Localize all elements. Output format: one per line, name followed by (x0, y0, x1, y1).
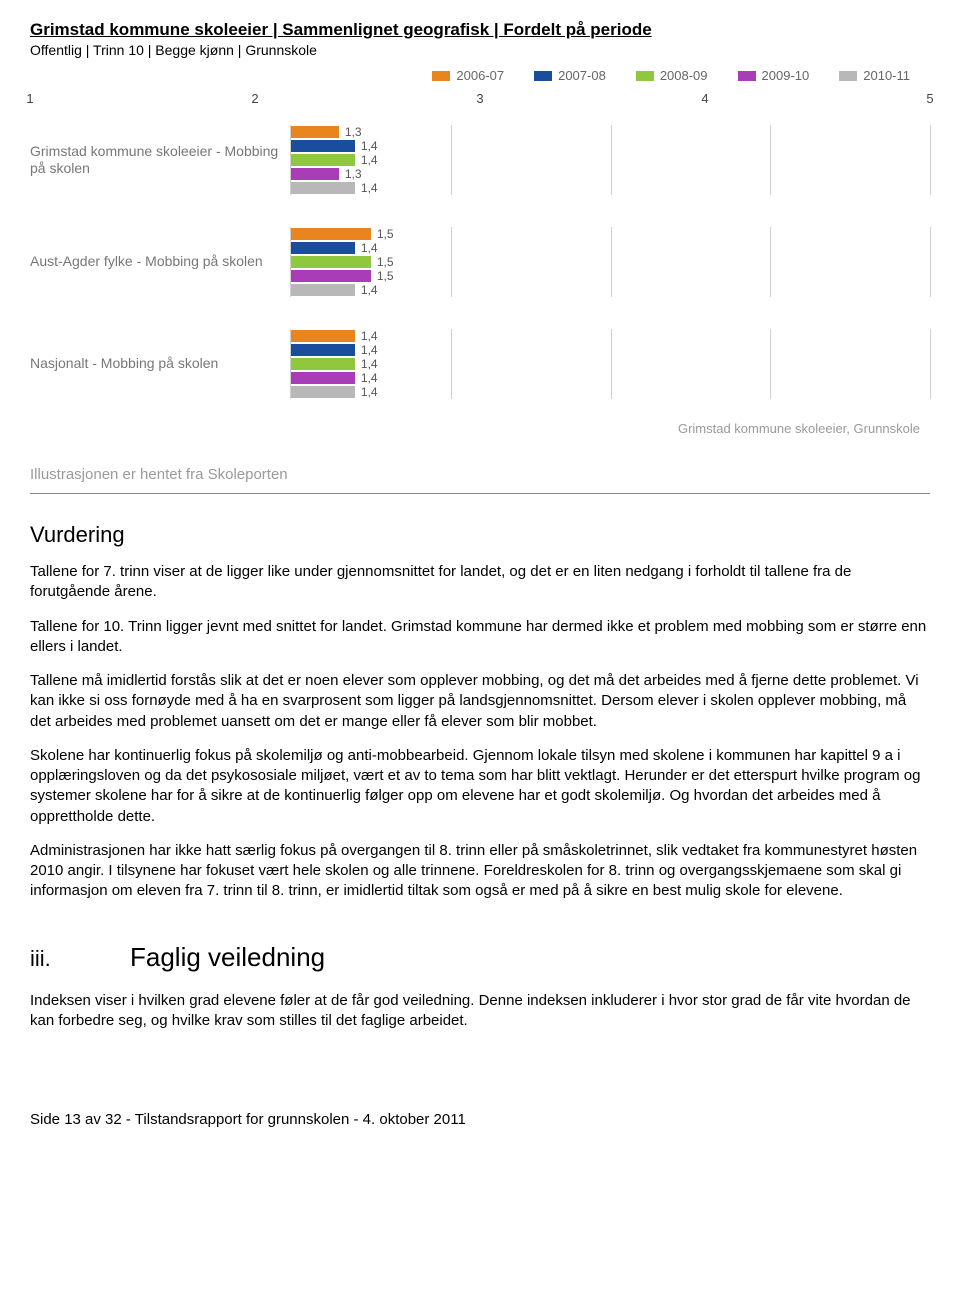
chart-bar (291, 358, 355, 370)
chart-footer: Grimstad kommune skoleeier, Grunnskole (30, 421, 930, 436)
chart-bar (291, 386, 355, 398)
legend-item: 2008-09 (636, 68, 708, 83)
chart-bar-value: 1,4 (361, 343, 378, 357)
chart-bar (291, 182, 355, 194)
chart-row-label: Grimstad kommune skoleeier - Mobbing på … (30, 143, 290, 178)
legend-swatch (839, 71, 857, 81)
chart-bar (291, 344, 355, 356)
chart-bar-value: 1,4 (361, 241, 378, 255)
chart-bar-value: 1,3 (345, 125, 362, 139)
axis-tick: 3 (476, 91, 483, 106)
chart-bar (291, 140, 355, 152)
chart-row-group: Nasjonalt - Mobbing på skolen1,41,41,41,… (30, 313, 930, 415)
vurdering-p2: Tallene for 10. Trinn ligger jevnt med s… (30, 617, 930, 658)
vurdering-p4: Skolene har kontinuerlig fokus på skolem… (30, 746, 930, 827)
chart-row-bars: 1,51,41,51,51,4 (290, 227, 930, 297)
vurdering-p1: Tallene for 7. trinn viser at de ligger … (30, 562, 930, 603)
chart-bar (291, 270, 371, 282)
chart-row-bars: 1,41,41,41,41,4 (290, 329, 930, 399)
legend-item: 2006-07 (432, 68, 504, 83)
chart-row-group: Aust-Agder fylke - Mobbing på skolen1,51… (30, 211, 930, 313)
chart-bar-value: 1,4 (361, 329, 378, 343)
chart-bar-value: 1,4 (361, 283, 378, 297)
chart-bar-value: 1,4 (361, 139, 378, 153)
vurdering-heading: Vurdering (30, 522, 930, 548)
legend-swatch (432, 71, 450, 81)
chart-row-label: Aust-Agder fylke - Mobbing på skolen (30, 253, 290, 271)
vurdering-p3: Tallene må imidlertid forstås slik at de… (30, 671, 930, 732)
legend-label: 2007-08 (558, 68, 606, 83)
legend-label: 2010-11 (863, 68, 910, 83)
legend-swatch (738, 71, 756, 81)
axis-tick: 4 (701, 91, 708, 106)
chart-container: 2006-072007-082008-092009-102010-11 1234… (30, 68, 930, 436)
chart-bar-value: 1,3 (345, 167, 362, 181)
section-roman: iii. (30, 946, 70, 972)
legend-label: 2009-10 (762, 68, 810, 83)
legend-swatch (534, 71, 552, 81)
chart-bar (291, 228, 371, 240)
chart-bar (291, 126, 339, 138)
page-footer: Side 13 av 32 - Tilstandsrapport for gru… (30, 1111, 930, 1128)
chart-bar-value: 1,4 (361, 153, 378, 167)
chart-bar (291, 242, 355, 254)
axis-tick: 2 (251, 91, 258, 106)
chart-legend: 2006-07 2007-08 2008-09 2009-10 2010-11 (30, 68, 930, 83)
separator (30, 493, 930, 494)
chart-bar (291, 168, 339, 180)
axis-tick: 1 (26, 91, 33, 106)
chart-bar-value: 1,4 (361, 181, 378, 195)
chart-bar (291, 284, 355, 296)
page-title: Grimstad kommune skoleeier | Sammenligne… (30, 20, 930, 40)
chart-bar-value: 1,5 (377, 269, 394, 283)
legend-item: 2010-11 (839, 68, 910, 83)
section-3-header: iii. Faglig veiledning (30, 942, 930, 973)
chart-row-bars: 1,31,41,41,31,4 (290, 125, 930, 195)
chart-bar-value: 1,4 (361, 371, 378, 385)
chart-bar (291, 256, 371, 268)
section-title: Faglig veiledning (130, 942, 325, 973)
section-3-p: Indeksen viser i hvilken grad elevene fø… (30, 991, 930, 1032)
chart-row-group: Grimstad kommune skoleeier - Mobbing på … (30, 109, 930, 211)
chart-bar-value: 1,4 (361, 385, 378, 399)
chart-bar-value: 1,4 (361, 357, 378, 371)
legend-label: 2008-09 (660, 68, 708, 83)
illustration-note: Illustrasjonen er hentet fra Skoleporten (30, 466, 930, 483)
chart-bar (291, 372, 355, 384)
legend-swatch (636, 71, 654, 81)
chart-bar (291, 154, 355, 166)
chart-bar-value: 1,5 (377, 255, 394, 269)
chart-row-label: Nasjonalt - Mobbing på skolen (30, 355, 290, 373)
vurdering-p5: Administrasjonen har ikke hatt særlig fo… (30, 841, 930, 902)
axis-tick: 5 (926, 91, 933, 106)
legend-item: 2009-10 (738, 68, 810, 83)
chart-bar-value: 1,5 (377, 227, 394, 241)
page-subtitle: Offentlig | Trinn 10 | Begge kjønn | Gru… (30, 42, 930, 58)
legend-item: 2007-08 (534, 68, 606, 83)
chart-bar (291, 330, 355, 342)
legend-label: 2006-07 (456, 68, 504, 83)
